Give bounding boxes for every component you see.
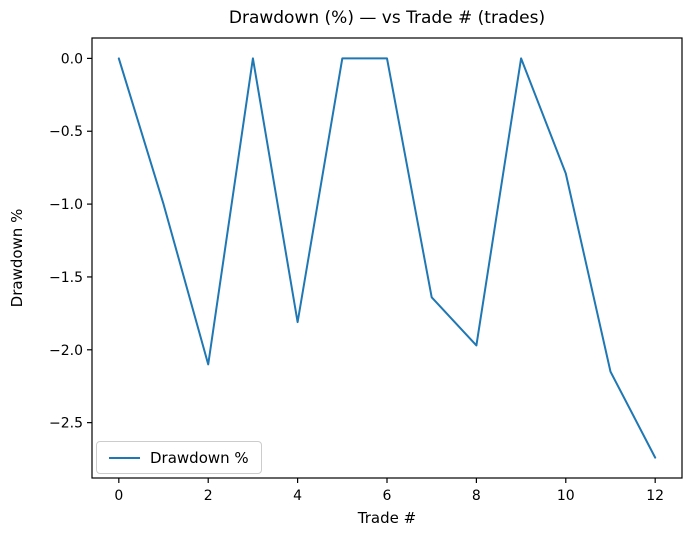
x-tick-label: 6 [383, 488, 392, 504]
legend: Drawdown % [96, 441, 262, 474]
y-tick-label: −1.0 [49, 197, 83, 213]
x-axis-label: Trade # [357, 509, 417, 527]
x-tick-label: 4 [293, 488, 302, 504]
y-tick-label: −2.0 [49, 343, 83, 359]
y-tick-label: 0.0 [61, 51, 83, 67]
x-tick-label: 8 [472, 488, 481, 504]
y-tick-label: −1.5 [49, 270, 83, 286]
x-tick-label: 12 [646, 488, 664, 504]
y-axis-label: Drawdown % [8, 208, 26, 308]
x-tick-label: 0 [114, 488, 123, 504]
chart-title: Drawdown (%) — vs Trade # (trades) [228, 8, 546, 28]
x-tick-label: 2 [204, 488, 213, 504]
y-tick-label: −2.5 [49, 416, 83, 432]
legend-label: Drawdown % [150, 448, 249, 467]
x-tick-label: 10 [557, 488, 575, 504]
axes-spines [91, 37, 683, 479]
legend-line-sample [109, 456, 140, 459]
drawdown-line [117, 57, 657, 459]
y-tick-label: −0.5 [49, 124, 83, 140]
